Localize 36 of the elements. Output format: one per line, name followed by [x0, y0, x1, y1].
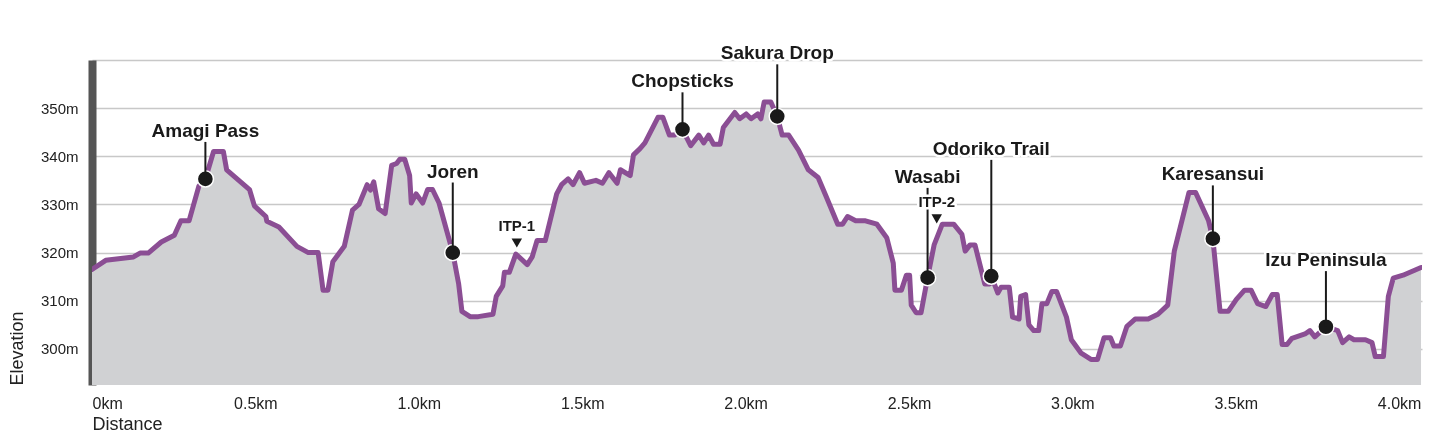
y-tick-label: 340m — [40, 147, 79, 165]
point — [443, 243, 462, 262]
annotation: Amagi Pass — [151, 119, 260, 141]
annotation: Izu Peninsula — [1265, 249, 1388, 271]
point — [511, 238, 523, 248]
x-axis-title: Distance — [92, 413, 163, 434]
point — [918, 268, 937, 287]
x-tick-label: 2.0km — [724, 394, 768, 412]
point — [673, 120, 692, 139]
y-tick-label: 300m — [40, 340, 79, 358]
annotation: ITP-1 — [498, 216, 536, 234]
x-tick-label: 0km — [92, 394, 123, 412]
x-tick-label: 1.0km — [397, 394, 442, 412]
y-axis-title: Elevation — [6, 311, 27, 386]
x-tick-label: 2.5km — [887, 394, 932, 412]
point — [931, 214, 942, 224]
point — [982, 267, 1001, 285]
annotation: Chopsticks — [631, 70, 734, 92]
point — [196, 170, 215, 188]
x-tick-label: 3.5km — [1214, 394, 1259, 412]
x-tick-label: 3.0km — [1051, 394, 1095, 412]
x-tick-label: 0.5km — [234, 394, 278, 412]
annotation: Joren — [426, 160, 479, 182]
annotation: Sakura Drop — [720, 42, 834, 64]
annotation: Karesansui — [1161, 163, 1265, 185]
y-tick-label: 330m — [40, 195, 79, 213]
annotation: Odoriko Trail — [932, 137, 1050, 159]
y-tick-label: 350m — [40, 99, 79, 117]
point — [1317, 317, 1335, 336]
x-tick-label: 1.5km — [560, 394, 605, 412]
y-tick-label: 310m — [40, 292, 79, 310]
x-tick-label: 4.0km — [1377, 394, 1422, 412]
point — [768, 107, 787, 126]
point — [1204, 229, 1222, 248]
annotation: Wasabi — [894, 165, 961, 187]
y-tick-label: 320m — [40, 244, 79, 262]
